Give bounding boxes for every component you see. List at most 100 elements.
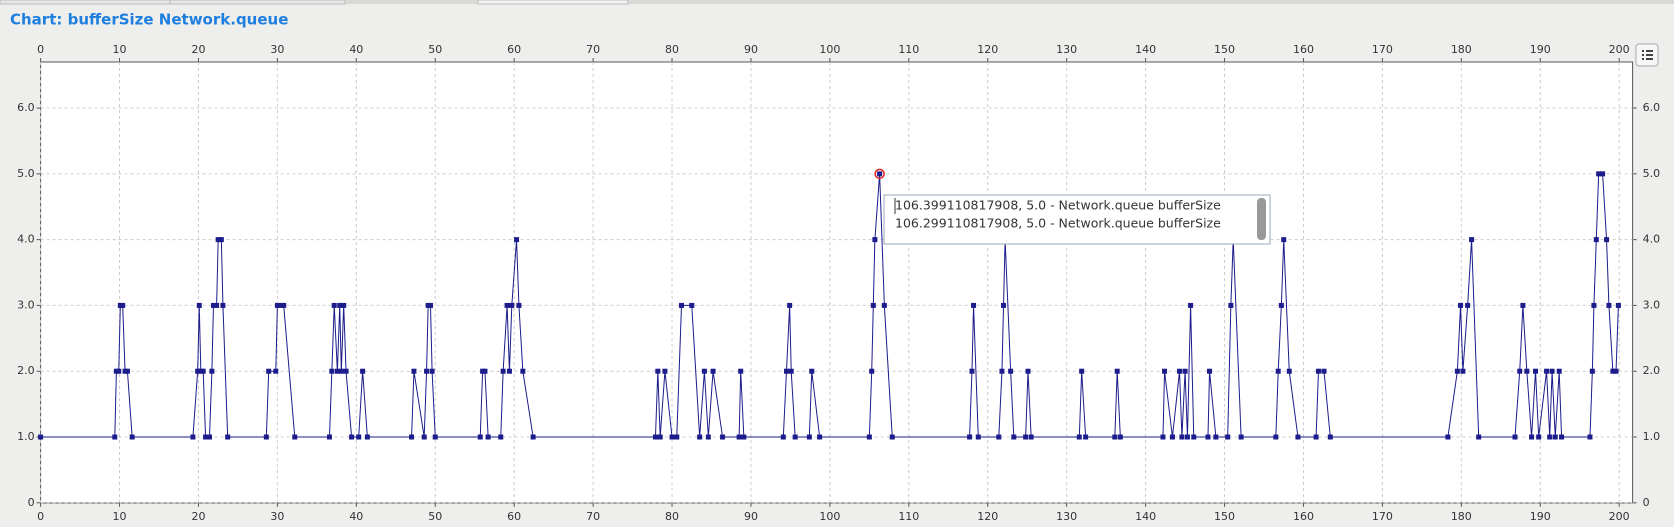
y-tick-label: 6.0 — [17, 101, 35, 114]
point — [220, 302, 226, 308]
point — [705, 434, 711, 440]
x-tick-label: 190 — [1530, 510, 1551, 523]
x-tick-label: 60 — [507, 43, 521, 56]
x-tick-label: 30 — [270, 43, 284, 56]
point — [116, 368, 122, 374]
chart-layer: 0 01.0 1.02.0 2.03.0 3.04.0 4.05.0 5.06.0 6.000… — [17, 43, 1660, 523]
point — [738, 368, 744, 374]
point — [710, 368, 716, 374]
point — [1454, 368, 1460, 374]
x-tick-label: 180 — [1451, 43, 1472, 56]
point — [1225, 434, 1231, 440]
tab[interactable] — [169, 0, 346, 5]
y-tick-label: 2.0 — [17, 364, 35, 377]
plot-area — [40, 61, 1634, 504]
point — [969, 368, 975, 374]
point — [652, 434, 658, 440]
point — [889, 434, 895, 440]
y-tick-label: 3.0 — [17, 298, 35, 311]
point — [741, 434, 747, 440]
point — [337, 302, 343, 308]
point — [967, 434, 973, 440]
point — [1205, 434, 1211, 440]
point — [263, 434, 269, 440]
point — [783, 368, 789, 374]
point — [1476, 434, 1482, 440]
point — [1112, 434, 1118, 440]
point — [124, 368, 130, 374]
point — [530, 434, 536, 440]
point — [1615, 302, 1621, 308]
point — [1025, 368, 1031, 374]
x-tick-label: 120 — [977, 43, 998, 56]
y-tick-label: 6.0 — [1643, 101, 1661, 114]
point — [1544, 368, 1550, 374]
point — [1117, 434, 1123, 440]
point — [329, 368, 335, 374]
point — [1286, 368, 1292, 374]
point — [1547, 434, 1553, 440]
y-tick-label: 1.0 — [1643, 430, 1661, 443]
x-tick-label: 90 — [744, 43, 758, 56]
point — [674, 434, 680, 440]
point — [975, 434, 981, 440]
x-tick-label: 180 — [1451, 510, 1472, 523]
point — [1556, 368, 1562, 374]
point — [500, 368, 506, 374]
x-tick-label: 150 — [1214, 43, 1235, 56]
point — [1011, 434, 1017, 440]
point — [209, 368, 215, 374]
point — [506, 368, 512, 374]
tab[interactable] — [477, 0, 629, 5]
point — [1469, 237, 1475, 243]
point — [1512, 434, 1518, 440]
point — [356, 434, 362, 440]
point — [1606, 302, 1612, 308]
point — [364, 434, 370, 440]
point — [1076, 434, 1082, 440]
tooltip-box — [883, 194, 1271, 245]
tooltip-scrollbar — [1257, 198, 1266, 240]
point — [657, 434, 663, 440]
point — [274, 302, 280, 308]
point — [190, 434, 196, 440]
highlighted-point — [874, 168, 885, 180]
tooltip-line: 106.299110817908, 5.0 - Network.queue bu… — [895, 216, 1221, 231]
x-tick-label: 40 — [349, 510, 363, 523]
point — [872, 237, 878, 243]
point — [341, 302, 347, 308]
point — [1313, 434, 1319, 440]
point — [689, 302, 695, 308]
x-tick-label: 100 — [819, 510, 840, 523]
point — [477, 434, 483, 440]
x-tick-label: 20 — [191, 43, 205, 56]
point — [1001, 302, 1007, 308]
x-tick-label: 70 — [586, 43, 600, 56]
point — [1589, 368, 1595, 374]
y-tick-label: 0 — [28, 496, 35, 509]
y-tick-label: 5.0 — [1643, 167, 1661, 180]
point — [1315, 368, 1321, 374]
point — [1559, 434, 1565, 440]
x-tick-label: 90 — [744, 510, 758, 523]
point — [1549, 368, 1555, 374]
x-tick-label: 140 — [1135, 510, 1156, 523]
point — [662, 368, 668, 374]
point — [806, 434, 812, 440]
x-tick-label: 110 — [898, 510, 919, 523]
point — [292, 434, 298, 440]
x-tick-label: 20 — [191, 510, 205, 523]
point — [788, 368, 794, 374]
point — [1458, 302, 1464, 308]
point — [516, 302, 522, 308]
point — [1596, 171, 1602, 177]
point — [1552, 434, 1558, 440]
point — [195, 368, 201, 374]
point — [1275, 368, 1281, 374]
point — [349, 434, 355, 440]
legend-button[interactable] — [1635, 43, 1659, 67]
point — [129, 434, 135, 440]
x-tick-label: 40 — [349, 43, 363, 56]
tab[interactable] — [0, 0, 171, 5]
